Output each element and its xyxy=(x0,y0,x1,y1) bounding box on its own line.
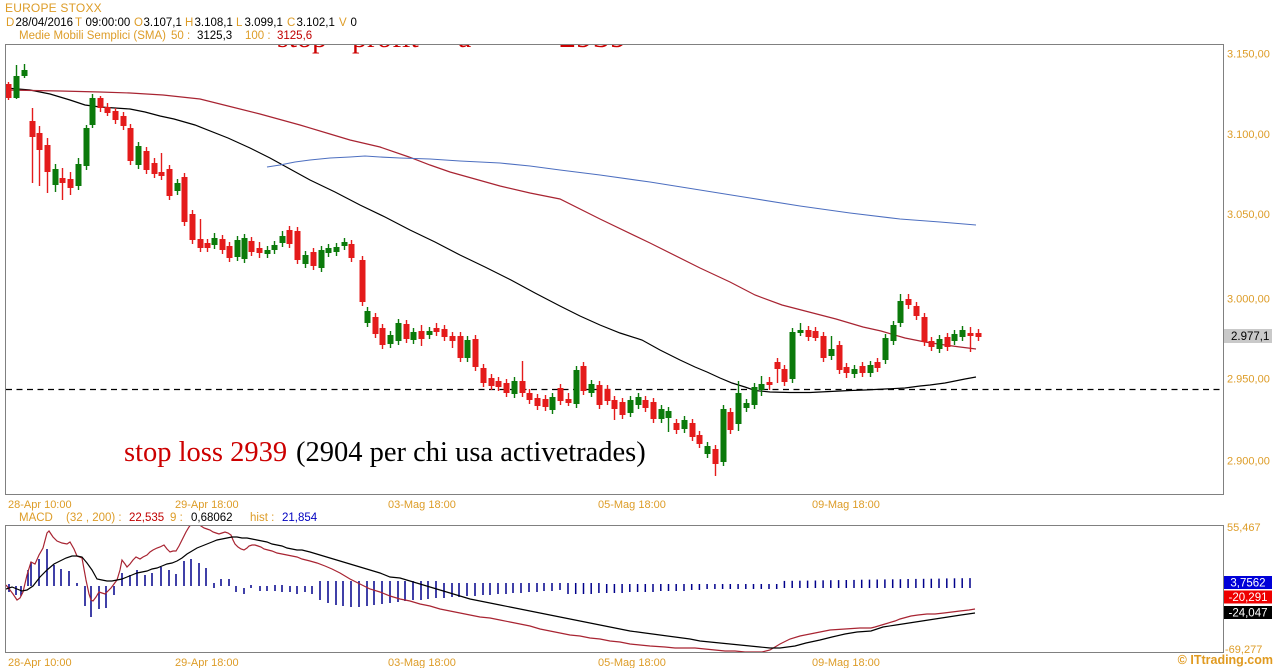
svg-text:© ITtrading.com: © ITtrading.com xyxy=(1178,653,1273,667)
svg-text:2.977,1: 2.977,1 xyxy=(1231,331,1269,343)
svg-text:stopprofita2939: stopprofita2939 xyxy=(277,18,627,55)
svg-text:2.950,00: 2.950,00 xyxy=(1227,374,1270,386)
svg-text:Medie Mobili Semplici (SMA)50: Medie Mobili Semplici (SMA) 50 :3125,3 100… xyxy=(19,30,312,42)
svg-text:28-Apr 10:00: 28-Apr 10:00 xyxy=(8,657,72,668)
svg-text:29-Apr 18:00: 29-Apr 18:00 xyxy=(175,657,239,668)
svg-text:3.050,00: 3.050,00 xyxy=(1227,209,1270,221)
svg-text:-20,291: -20,291 xyxy=(1228,592,1267,604)
svg-text:-24,047: -24,047 xyxy=(1228,608,1267,620)
svg-text:EUROPE STOXX: EUROPE STOXX xyxy=(5,1,102,15)
svg-text:3.150,00: 3.150,00 xyxy=(1227,49,1270,61)
svg-text:2.900,00: 2.900,00 xyxy=(1227,456,1270,468)
svg-text:29-Apr 18:00: 29-Apr 18:00 xyxy=(175,499,239,511)
svg-text:-69,277: -69,277 xyxy=(1225,644,1262,656)
svg-text:55,467: 55,467 xyxy=(1227,522,1261,534)
svg-text:03-Mag 18:00: 03-Mag 18:00 xyxy=(388,657,456,668)
svg-text:3,7562: 3,7562 xyxy=(1230,578,1265,590)
svg-text:stop loss 2939: stop loss 2939 xyxy=(124,437,287,468)
svg-text:05-Mag 18:00: 05-Mag 18:00 xyxy=(598,499,666,511)
svg-text:05-Mag 18:00: 05-Mag 18:00 xyxy=(598,657,666,668)
svg-text:28-Apr 10:00: 28-Apr 10:00 xyxy=(8,499,72,511)
svg-text:(2904 per chi usa activetrades: (2904 per chi usa activetrades) xyxy=(296,437,646,468)
svg-text:09-Mag 18:00: 09-Mag 18:00 xyxy=(812,499,880,511)
svg-text:09-Mag 18:00: 09-Mag 18:00 xyxy=(812,657,880,668)
svg-text:3.100,00: 3.100,00 xyxy=(1227,129,1270,141)
svg-text:03-Mag 18:00: 03-Mag 18:00 xyxy=(388,499,456,511)
svg-text:3.000,00: 3.000,00 xyxy=(1227,294,1270,306)
